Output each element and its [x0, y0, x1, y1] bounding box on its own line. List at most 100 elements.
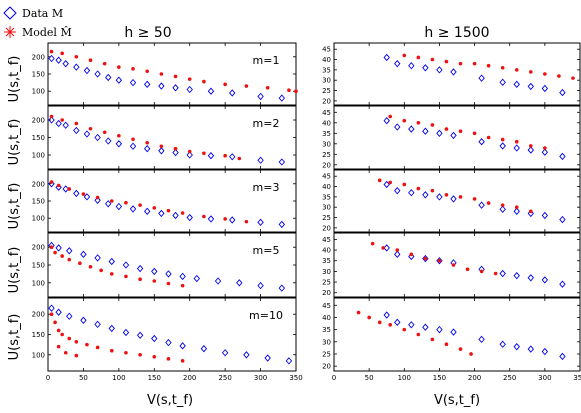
model-point: [381, 246, 386, 250]
data-point: [527, 274, 534, 282]
data-point: [83, 193, 91, 201]
data-legend-label: Data M: [22, 7, 63, 20]
data-point: [478, 74, 485, 82]
model-point: [152, 279, 157, 283]
model-point: [109, 199, 114, 203]
data-point: [408, 321, 415, 329]
model-point: [67, 336, 72, 341]
data-point: [499, 78, 506, 86]
data-point: [48, 180, 55, 188]
model-point: [472, 61, 477, 66]
data-point: [513, 144, 520, 152]
data-point: [136, 264, 144, 273]
y-tick-label: 100: [32, 279, 45, 287]
data-point: [559, 152, 566, 161]
model-point: [138, 352, 142, 357]
panel-frame: [333, 105, 581, 170]
x-tick-label: 200: [183, 374, 196, 382]
data-point: [165, 338, 172, 347]
model-point: [63, 350, 68, 355]
model-point: [131, 67, 135, 71]
model-point: [124, 274, 128, 279]
model-point: [514, 139, 519, 144]
data-point: [186, 151, 193, 159]
data-point: [559, 280, 566, 288]
panel-frame: [333, 297, 581, 372]
data-point: [450, 195, 457, 203]
data-point: [94, 254, 101, 262]
model-point: [145, 140, 149, 145]
model-point: [402, 53, 407, 58]
model-point: [131, 137, 135, 142]
y-tick-label: 200: [32, 117, 45, 125]
data-point: [62, 59, 69, 68]
model-point: [74, 121, 79, 126]
model-point: [67, 257, 72, 262]
model-point: [265, 85, 270, 90]
data-point: [229, 89, 236, 97]
data-point: [55, 308, 62, 316]
model-point: [367, 315, 371, 320]
data-point: [422, 254, 429, 263]
model-point: [166, 357, 171, 361]
model-point: [395, 248, 400, 252]
data-point: [394, 123, 401, 131]
data-point: [394, 250, 401, 259]
data-point: [55, 56, 62, 64]
data-point: [151, 334, 158, 343]
data-point: [278, 284, 286, 292]
ylabel-row-1: U(s,t_f): [7, 56, 22, 103]
model-point: [409, 252, 414, 257]
m-label: m=3: [253, 181, 280, 194]
panel-frame: [333, 232, 581, 298]
model-point: [109, 348, 114, 353]
model-point: [486, 135, 491, 140]
data-point: [285, 357, 293, 365]
data-point: [193, 274, 200, 283]
y-tick-label: 35: [322, 66, 331, 74]
model-point: [49, 180, 54, 184]
x-tick-label: 250: [503, 374, 516, 382]
model-point: [223, 82, 227, 87]
ylabel-row-4: U(s,t_f): [7, 247, 22, 294]
ylabel-row-5: U(s,t_f): [7, 314, 22, 361]
y-tick-label: 150: [32, 198, 45, 206]
model-point: [430, 188, 435, 193]
data-point: [513, 342, 520, 351]
model-point: [180, 211, 185, 215]
y-tick-label: 45: [322, 302, 331, 310]
data-point: [207, 87, 215, 95]
model-point: [486, 201, 491, 205]
data-point: [207, 215, 215, 223]
data-point: [383, 53, 390, 62]
model-point: [99, 268, 103, 273]
model-point: [500, 203, 505, 207]
model-point: [543, 146, 547, 150]
data-point: [94, 320, 101, 329]
data-point: [80, 250, 87, 259]
data-point: [108, 257, 115, 266]
model-point: [74, 353, 79, 358]
model-point: [95, 195, 100, 200]
data-point: [541, 211, 549, 220]
data-point: [200, 345, 208, 353]
x-tick-label: 100: [398, 374, 411, 382]
y-tick-label: 35: [322, 257, 331, 265]
data-point: [257, 218, 264, 227]
data-point: [278, 94, 286, 102]
model-point: [88, 126, 93, 131]
data-point: [73, 63, 80, 71]
model-point: [472, 197, 477, 201]
data-point: [499, 269, 506, 278]
model-legend-marker: [4, 26, 16, 38]
data-point: [179, 272, 186, 281]
y-tick-label: 30: [322, 268, 331, 276]
model-point: [56, 344, 61, 349]
y-tick-label: 40: [322, 247, 331, 255]
model-point: [60, 254, 64, 258]
y-tick-label: 20: [322, 289, 331, 297]
y-tick-label: 20: [322, 224, 331, 232]
data-point: [229, 216, 236, 224]
y-tick-label: 150: [32, 71, 45, 79]
data-point: [83, 130, 91, 138]
